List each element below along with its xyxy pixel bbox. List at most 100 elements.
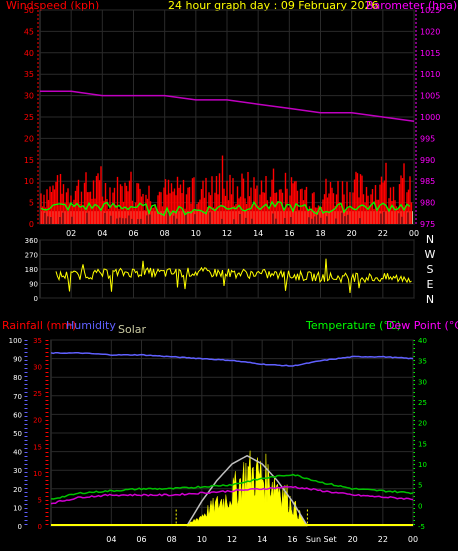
temp-x-tick-label: 10	[197, 535, 207, 544]
windspeed-axis-label: Windspeed (kph)	[6, 0, 99, 12]
solar-axis-label: Solar	[118, 323, 147, 336]
wind-y-tick-label: 45	[24, 27, 34, 36]
wind-x-tick-label: 12	[222, 229, 232, 238]
temp-y-tick-label: 0	[418, 502, 422, 510]
rain-y-tick-label: 35	[33, 337, 42, 345]
baro-y-tick-label: 990	[420, 156, 435, 165]
baro-y-tick-label: 1015	[420, 49, 440, 58]
temperature-axis-label: Temperature (°C)	[305, 319, 401, 332]
direction-y-tick-label: 180	[25, 266, 38, 274]
humidity-y-tick-label: 90	[13, 356, 22, 364]
direction-y-tick-label: 270	[25, 252, 38, 260]
humidity-y-tick-label: 70	[13, 393, 22, 401]
solar-area	[186, 450, 308, 527]
temp-x-tick-label: 16	[287, 535, 297, 544]
temp-y-tick-label: 20	[418, 420, 427, 428]
wind-y-tick-label: 15	[24, 156, 34, 165]
wind-x-tick-label: 00	[409, 229, 419, 238]
rain-y-tick-label: 5	[38, 496, 42, 504]
rain-y-tick-label: 25	[33, 390, 42, 398]
humidity-line	[50, 351, 414, 367]
wind-y-tick-label: 50	[24, 6, 34, 15]
compass-label: N	[426, 233, 434, 246]
wind-x-tick-label: 16	[284, 229, 294, 238]
humidity-y-tick-label: 50	[13, 430, 22, 438]
temp-y-tick-label: 15	[418, 440, 427, 448]
temp-y-tick-label: 40	[418, 337, 427, 345]
compass-label: S	[427, 263, 434, 276]
barometer-line	[40, 90, 415, 123]
barometer-axis-label: Barometer (hpa)	[366, 0, 457, 12]
humidity-y-tick-label: 80	[13, 374, 22, 382]
wind-x-tick-label: 22	[378, 229, 388, 238]
temp-x-tick-label: 22	[378, 535, 388, 544]
baro-y-tick-label: 1005	[420, 92, 440, 101]
temp-x-tick-label: Set	[323, 535, 336, 544]
wind-x-tick-label: 06	[128, 229, 138, 238]
humidity-y-tick-label: 30	[13, 467, 22, 475]
baro-y-tick-label: 985	[420, 177, 435, 186]
wind-y-tick-label: 0	[29, 220, 34, 229]
rainfall-axis-label: Rainfall (mm)	[2, 319, 76, 332]
temp-y-tick-label: 25	[418, 399, 427, 407]
baro-y-tick-label: 1020	[420, 27, 440, 36]
wind-x-tick-label: 14	[253, 229, 263, 238]
temperature-line	[50, 473, 414, 500]
humidity-y-tick-label: 40	[13, 449, 22, 457]
temp-x-tick-label: 04	[106, 535, 116, 544]
wind-y-tick-label: 5	[29, 199, 34, 208]
rain-y-tick-label: 0	[38, 523, 42, 531]
wind-x-tick-label: 02	[66, 229, 76, 238]
humidity-y-tick-label: 0	[18, 523, 22, 531]
baro-y-tick-label: 995	[420, 134, 435, 143]
wind-x-tick-label: 18	[315, 229, 325, 238]
wind-y-tick-label: 30	[24, 92, 34, 101]
humidity-y-tick-label: 10	[13, 504, 22, 512]
temp-y-tick-label: 5	[418, 482, 422, 490]
dewpoint-axis-label: Dew Point (°C)	[386, 319, 458, 332]
wind-y-tick-label: 35	[24, 70, 34, 79]
direction-y-tick-label: 0	[34, 295, 38, 303]
wind-y-tick-label: 40	[24, 49, 34, 58]
direction-y-tick-label: 90	[29, 281, 38, 289]
temp-y-tick-label: 35	[418, 358, 427, 366]
wind-x-tick-label: 10	[191, 229, 201, 238]
temp-x-tick-label: 08	[167, 535, 177, 544]
humidity-y-tick-label: 60	[13, 411, 22, 419]
temp-y-tick-label: 10	[418, 461, 427, 469]
baro-y-tick-label: 1025	[420, 6, 440, 15]
wind-x-tick-label: 20	[347, 229, 357, 238]
rain-y-tick-label: 15	[33, 443, 42, 451]
temp-y-tick-label: 30	[418, 378, 427, 386]
dewpoint-line	[50, 485, 414, 505]
compass-label: N	[426, 293, 434, 306]
compass-label: E	[427, 278, 434, 291]
chart-title: 24 hour graph day : 09 February 2026	[168, 0, 379, 12]
rain-y-tick-label: 30	[33, 364, 42, 372]
baro-y-tick-label: 975	[420, 220, 435, 229]
wind-x-tick-label: 08	[160, 229, 170, 238]
temp-x-tick-label: 00	[408, 535, 418, 544]
wind-y-tick-label: 25	[24, 113, 34, 122]
solar-max-curve	[186, 454, 309, 527]
humidity-y-tick-label: 20	[13, 486, 22, 494]
baro-y-tick-label: 1000	[420, 113, 440, 122]
temp-x-tick-label: 06	[136, 535, 146, 544]
wind-y-tick-label: 20	[24, 134, 34, 143]
compass-label: W	[425, 248, 436, 261]
temp-x-tick-label: Sun	[306, 535, 321, 544]
temp-x-tick-label: 14	[257, 535, 267, 544]
gust-line	[40, 200, 411, 217]
rain-y-tick-label: 10	[33, 470, 42, 478]
temp-y-tick-label: -5	[418, 523, 425, 531]
humidity-axis-label: Humidity	[66, 319, 116, 332]
temp-x-tick-label: 20	[348, 535, 358, 544]
wind-direction-line	[55, 258, 412, 293]
rain-y-tick-label: 20	[33, 417, 42, 425]
wind-y-tick-label: 10	[24, 177, 34, 186]
baro-y-tick-label: 1010	[420, 70, 440, 79]
direction-y-tick-label: 360	[25, 237, 38, 245]
wind-x-tick-label: 04	[97, 229, 107, 238]
humidity-y-tick-label: 100	[9, 337, 22, 345]
temp-x-tick-label: 12	[227, 535, 237, 544]
